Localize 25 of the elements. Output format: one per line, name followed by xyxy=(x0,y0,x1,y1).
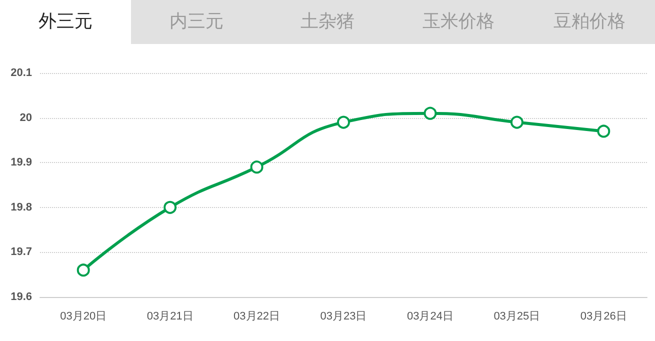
x-tick-label: 03月25日 xyxy=(494,310,540,322)
text: 土杂猪 xyxy=(300,10,356,34)
x-tick-label: 03月23日 xyxy=(320,310,367,322)
point xyxy=(250,160,264,174)
y-tick-label: 20 xyxy=(20,112,32,124)
text: 外三元 xyxy=(0,0,131,44)
y-tick-label: 19.7 xyxy=(10,246,32,258)
point xyxy=(164,200,177,214)
point xyxy=(597,124,610,138)
text: 内三元 xyxy=(168,10,224,34)
point xyxy=(510,116,524,129)
x-tick-label: 03月21日 xyxy=(146,310,194,322)
x-tick-label: 03月26日 xyxy=(580,310,627,322)
point xyxy=(424,106,437,120)
text: 豆粕价格 xyxy=(552,10,626,34)
point xyxy=(337,116,350,129)
text: 玉米价格 xyxy=(422,10,496,34)
y-tick-label: 19.8 xyxy=(10,201,32,214)
point xyxy=(76,264,90,277)
y-tick-label: 19.6 xyxy=(10,291,32,303)
y-tick-label: 20.1 xyxy=(10,67,32,79)
x-tick-label: 03月20日 xyxy=(60,310,107,322)
x-tick-label: 03月22日 xyxy=(234,310,280,322)
y-tick-label: 19.9 xyxy=(10,156,32,169)
x-tick-label: 03月24日 xyxy=(406,310,454,322)
